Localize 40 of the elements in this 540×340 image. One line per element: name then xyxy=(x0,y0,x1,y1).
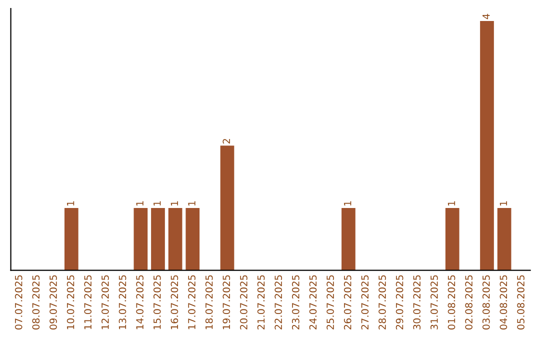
data-label: 4 xyxy=(482,14,490,20)
x-tick-label: 10.07.2025 xyxy=(66,275,74,330)
x-tick-label: 11.07.2025 xyxy=(84,275,92,330)
x-tick-label: 29.07.2025 xyxy=(396,275,404,330)
x-tick-label: 16.07.2025 xyxy=(170,275,178,330)
x-tick-label: 04.08.2025 xyxy=(500,275,508,330)
x-tick-label: 15.07.2025 xyxy=(153,275,161,330)
x-tick-label: 20.07.2025 xyxy=(240,275,248,330)
data-label: 2 xyxy=(222,139,230,144)
x-tick-label: 17.07.2025 xyxy=(188,275,196,330)
x-tick-label: 23.07.2025 xyxy=(292,275,300,330)
x-tick-label: 14.07.2025 xyxy=(136,275,144,330)
data-label: 1 xyxy=(154,201,161,206)
x-tick-label: 08.07.2025 xyxy=(32,275,40,330)
data-label: 1 xyxy=(67,201,74,206)
data-label: 1 xyxy=(500,201,507,206)
data-label: 1 xyxy=(136,201,144,206)
x-tick-label: 31.07.2025 xyxy=(430,275,438,330)
x-tick-label: 03.08.2025 xyxy=(482,275,490,330)
x-tick-label: 12.07.2025 xyxy=(102,275,109,330)
x-tick-label: 02.08.2025 xyxy=(465,275,472,330)
data-label: 1 xyxy=(188,201,196,206)
x-tick-label: 07.07.2025 xyxy=(14,275,22,330)
data-label: 1 xyxy=(170,201,178,206)
x-tick-label: 30.07.2025 xyxy=(413,275,421,330)
x-tick-label: 18.07.2025 xyxy=(205,275,213,330)
x-tick-label: 21.07.2025 xyxy=(257,275,265,330)
x-tick-label: 25.07.2025 xyxy=(326,275,334,330)
x-tick-label: 27.07.2025 xyxy=(361,275,369,330)
x-tick-label: 05.08.2025 xyxy=(517,275,524,330)
x-tick-label: 28.07.2025 xyxy=(378,275,386,330)
x-tick-label: 09.07.2025 xyxy=(50,275,57,330)
data-label: 1 xyxy=(344,201,352,206)
x-tick-label: 19.07.2025 xyxy=(222,275,230,330)
x-tick-label: 01.08.2025 xyxy=(448,275,456,330)
data-label: 1 xyxy=(448,201,456,206)
x-tick-label: 26.07.2025 xyxy=(344,275,352,330)
x-tick-label: 22.07.2025 xyxy=(274,275,282,330)
x-tick-label: 24.07.2025 xyxy=(309,275,317,330)
x-tick-label: 13.07.2025 xyxy=(118,275,126,330)
